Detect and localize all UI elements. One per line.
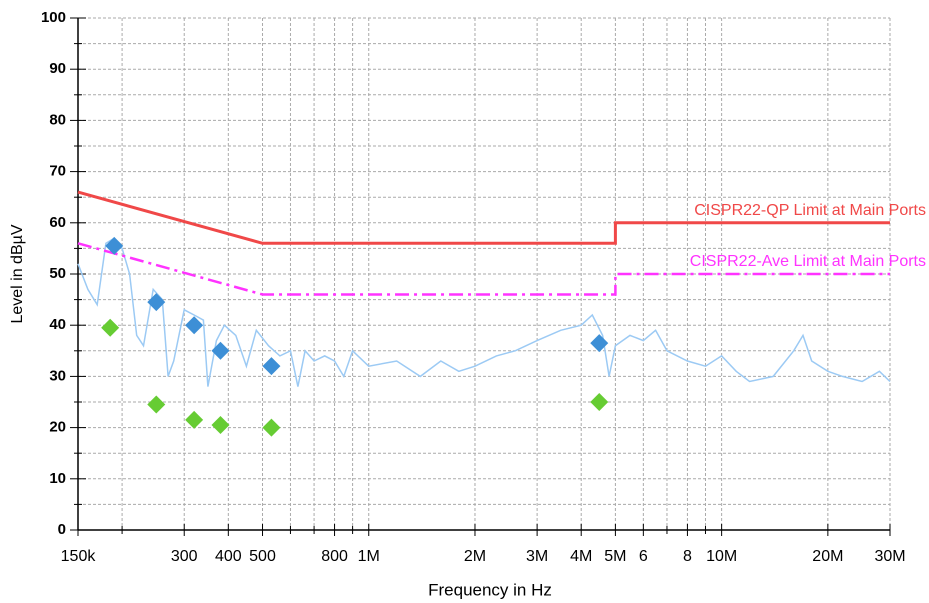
peak-marker	[101, 318, 120, 337]
peak-marker	[590, 393, 609, 411]
peak-marker	[590, 334, 609, 353]
y-tick-label: 100	[41, 9, 66, 26]
y-tick-label: 80	[49, 111, 66, 128]
x-tick-label: 20M	[812, 548, 843, 565]
y-tick-label: 30	[49, 367, 66, 384]
y-tick-label: 60	[49, 214, 66, 231]
x-tick-label: 10M	[706, 548, 737, 565]
peak-marker	[185, 410, 204, 429]
x-tick-label: 500	[249, 548, 276, 565]
x-tick-label: 800	[321, 548, 348, 565]
peak-marker	[147, 395, 166, 414]
y-axis-label: Level in dBµV	[9, 224, 26, 323]
y-tick-label: 10	[49, 470, 66, 487]
y-tick-label: 0	[58, 521, 66, 538]
limit-label: CISPR22-QP Limit at Main Ports	[694, 202, 926, 219]
x-tick-label: 8	[683, 548, 692, 565]
x-tick-label: 300	[171, 548, 198, 565]
x-tick-label: 1M	[358, 548, 380, 565]
spectrum-line	[77, 237, 891, 387]
y-tick-label: 90	[49, 60, 66, 77]
limit-line	[77, 242, 890, 296]
peak-marker	[262, 357, 281, 376]
x-tick-label: 5M	[604, 548, 626, 565]
x-tick-label: 4M	[570, 548, 592, 565]
x-axis-label: Frequency in Hz	[428, 580, 552, 599]
peak-marker	[147, 293, 166, 312]
x-tick-label: 6	[639, 548, 648, 565]
limit-label: CISPR22-Ave Limit at Main Ports	[690, 253, 926, 270]
y-tick-label: 70	[49, 163, 66, 180]
limit-line	[77, 190, 890, 245]
x-tick-label: 3M	[526, 548, 548, 565]
x-tick-label: 2M	[464, 548, 486, 565]
y-tick-label: 40	[49, 316, 66, 333]
x-tick-label: 400	[215, 548, 242, 565]
x-tick-label: 150k	[61, 548, 97, 565]
peak-marker	[211, 341, 230, 360]
peak-marker	[262, 418, 281, 437]
peak-marker	[185, 316, 204, 335]
peak-marker	[105, 236, 124, 255]
x-tick-label: 30M	[874, 548, 905, 565]
peak-marker	[211, 416, 230, 435]
y-tick-label: 50	[49, 265, 66, 282]
y-tick-label: 20	[49, 419, 66, 436]
